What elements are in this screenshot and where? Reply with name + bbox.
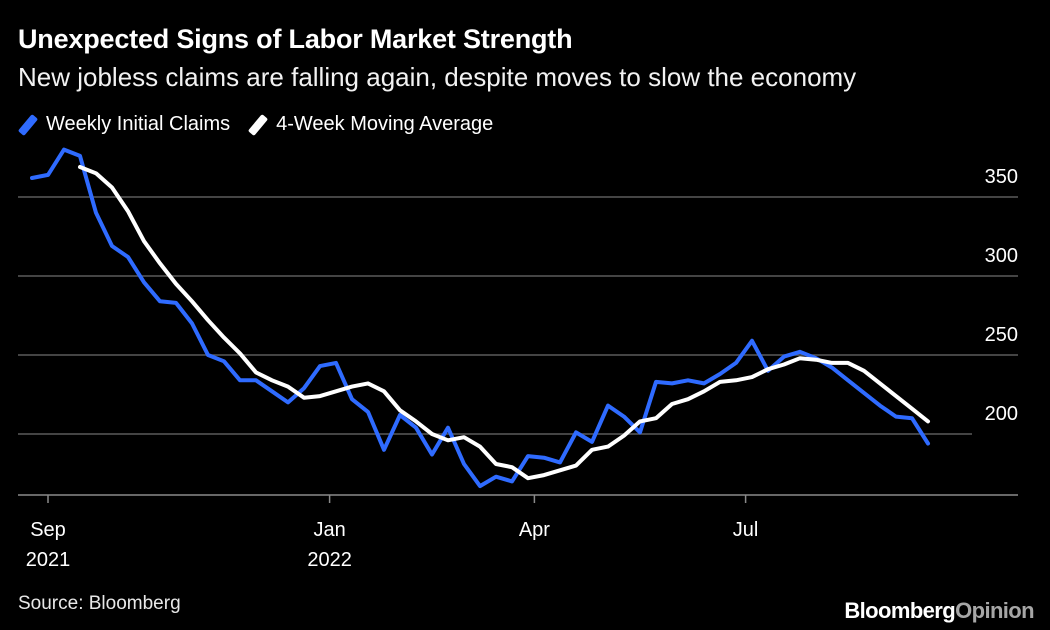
series-line-weekly-claims [30,147,930,489]
source-note: Source: Bloomberg [18,593,181,614]
brand-logo-part1: Bloomberg [844,598,956,623]
series-line-moving-average [78,165,930,481]
y-tick-label-300: 300 [985,245,1018,267]
x-tick-label-sep: Sep [30,519,66,541]
legend-item-moving-average: 4-Week Moving Average [247,113,494,136]
x-tick-label-apr: Apr [519,519,550,541]
legend-label-weekly-claims: Weekly Initial Claims [46,113,231,135]
brand-logo-part2: Opinion [955,598,1035,623]
y-tick-label-250: 250 [985,324,1018,346]
x-tick-sublabel-2022: 2022 [307,549,352,571]
x-tick-label-jul: Jul [733,519,759,541]
legend-item-weekly-claims: Weekly Initial Claims [17,113,231,136]
chart-title: Unexpected Signs of Labor Market Strengt… [18,24,573,54]
brand-logo: BloombergOpinion [844,598,1034,624]
y-tick-label-350: 350 [985,166,1018,188]
chart-subtitle: New jobless claims are falling again, de… [18,62,857,92]
legend-label-moving-average: 4-Week Moving Average [276,113,494,135]
y-tick-label-200: 200 [985,403,1018,425]
legend: Weekly Initial Claims 4-Week Moving Aver… [17,113,511,136]
x-tick-label-jan: Jan [313,519,345,541]
x-tick-sublabel-2021: 2021 [26,549,71,571]
